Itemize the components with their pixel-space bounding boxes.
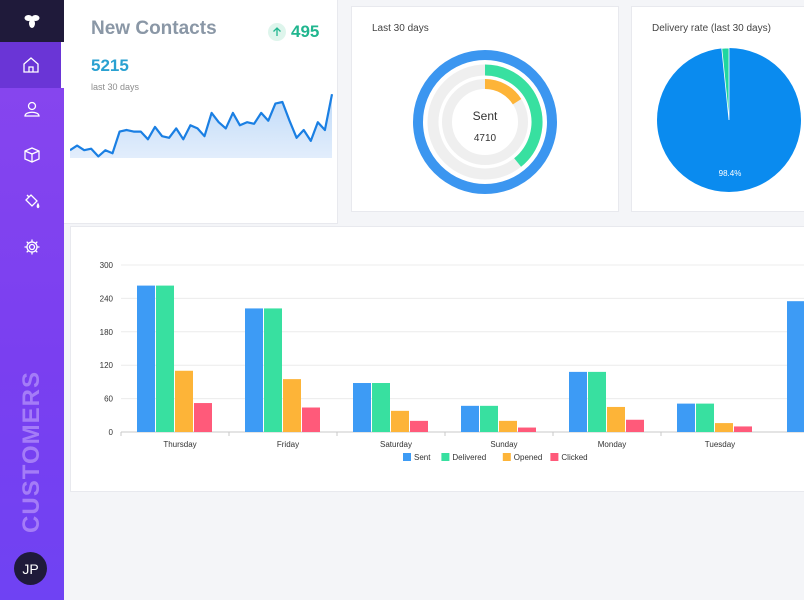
new-contacts-delta: 495: [291, 22, 320, 41]
donut-center-label: Sent: [473, 109, 498, 123]
bar: [137, 285, 155, 432]
x-tick-label: Thursday: [163, 440, 196, 449]
new-contacts-subtitle: last 30 days: [91, 82, 140, 92]
bar: [696, 403, 714, 432]
delivery-pie-chart: 98.4%: [657, 47, 801, 192]
delivered-ring: [484, 64, 543, 167]
x-tick-label: Tuesday: [705, 440, 735, 449]
bar: [499, 420, 517, 432]
bar: [588, 371, 606, 432]
bar: [715, 423, 733, 432]
sparkline-area: [70, 94, 332, 158]
y-tick-label: 240: [100, 294, 114, 303]
new-contacts-value: 5215: [91, 56, 129, 75]
y-tick-label: 0: [109, 428, 114, 437]
bar: [626, 419, 644, 432]
app-logo[interactable]: [0, 0, 64, 42]
bar: [194, 403, 212, 432]
bar: [353, 383, 371, 432]
legend-swatch: [550, 453, 559, 461]
box-icon: [24, 147, 40, 163]
daily-activity-bar-chart: 0 60 120 180 240 300 Thursday Friday Saturday Sun…: [100, 261, 804, 462]
bar: [677, 403, 695, 432]
bee-logo-icon: [24, 15, 40, 28]
bar: [283, 379, 301, 432]
bar: [461, 405, 479, 432]
contacts-sparkline: [70, 93, 334, 158]
legend-label: Sent: [414, 453, 431, 462]
bar: [245, 308, 263, 432]
bar: [175, 370, 193, 432]
last-30-days-title: Last 30 days: [372, 23, 429, 34]
new-contacts-title: New Contacts: [91, 18, 217, 39]
user-icon: [24, 101, 40, 117]
sidebar: CUSTOMERS JP: [0, 0, 64, 600]
avatar-initials: JP: [22, 560, 39, 577]
sidebar-item-settings[interactable]: [0, 224, 64, 270]
bar: [156, 285, 174, 432]
section-label: CUSTOMERS: [10, 371, 54, 533]
sidebar-item-contacts[interactable]: [0, 86, 64, 132]
sidebar-item-products[interactable]: [0, 132, 64, 178]
legend-swatch: [502, 453, 511, 461]
bar: [410, 420, 428, 432]
x-tick-label: Sunday: [490, 440, 517, 449]
arrow-up-icon: [273, 27, 281, 36]
legend-label: Clicked: [561, 453, 587, 462]
x-tick-label: Friday: [277, 440, 299, 449]
x-tick-label: Saturday: [380, 440, 412, 449]
bar: [302, 407, 320, 432]
sidebar-item-design[interactable]: [0, 178, 64, 224]
bar: [480, 405, 498, 432]
legend-label: Opened: [514, 453, 542, 462]
bar: [607, 406, 625, 432]
y-tick-label: 120: [100, 361, 114, 370]
legend-label: Delivered: [452, 453, 486, 462]
donut-center-value: 4710: [474, 133, 497, 144]
opened-ring: [484, 79, 522, 105]
paint-bucket-icon: [25, 194, 40, 209]
bar-partial: [787, 301, 804, 432]
pie-undelivered-slice: [721, 47, 730, 121]
sent-donut-chart: Sent 4710: [413, 50, 557, 194]
new-contacts-card: New Contacts 495 5215 last 30 days: [64, 0, 338, 224]
bar: [391, 410, 409, 432]
sparkline-line: [70, 93, 334, 158]
legend-swatch: [403, 453, 411, 461]
avatar[interactable]: JP: [14, 552, 47, 585]
trend-up-badge: [268, 23, 286, 41]
delivery-rate-title: Delivery rate (last 30 days): [652, 23, 771, 34]
x-tick-label: Monday: [598, 440, 626, 449]
bar: [264, 308, 282, 432]
bar: [518, 427, 536, 432]
daily-activity-card: 0 60 120 180 240 300 Thursday Friday Saturday Sun…: [70, 226, 804, 492]
bar: [372, 383, 390, 432]
y-tick-label: 300: [100, 261, 114, 270]
bar: [734, 426, 752, 432]
gear-icon: [24, 239, 40, 255]
section-label-text: CUSTOMERS: [18, 371, 45, 533]
y-tick-label: 60: [104, 395, 113, 404]
delivery-rate-card: Delivery rate (last 30 days) 98.4%: [631, 6, 804, 212]
sidebar-item-home[interactable]: [0, 42, 64, 88]
pie-slice-label: 98.4%: [719, 169, 742, 178]
home-icon: [22, 57, 39, 73]
legend-swatch: [441, 453, 450, 461]
y-tick-label: 180: [100, 328, 114, 337]
bar: [569, 371, 587, 432]
last-30-days-card: Last 30 days Sent 4710: [351, 6, 619, 212]
sent-ring: [413, 50, 557, 194]
